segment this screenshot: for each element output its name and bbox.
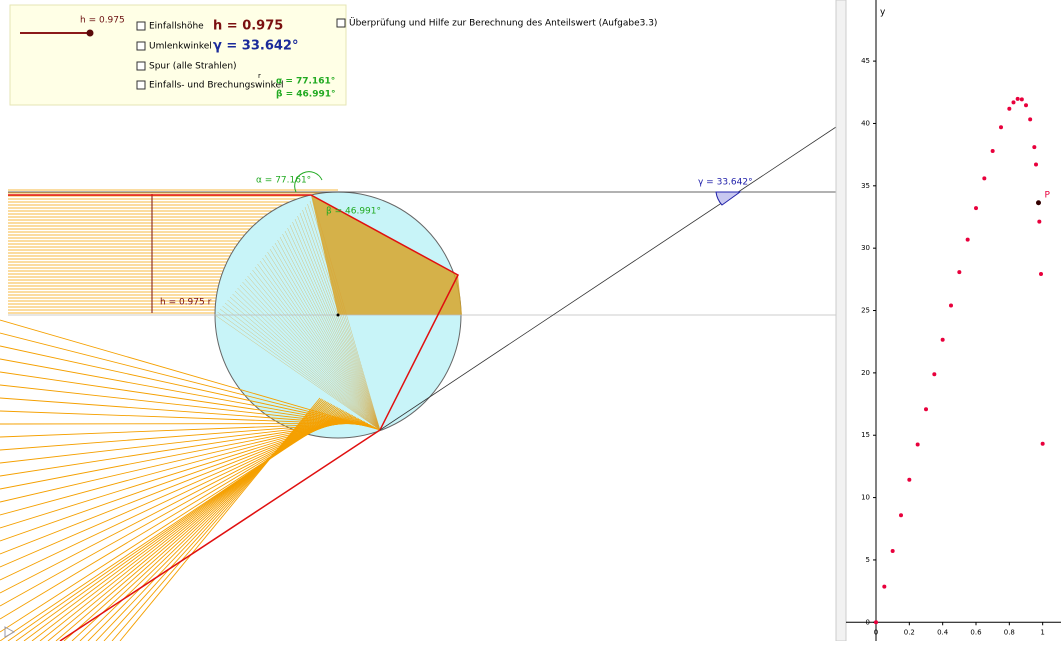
r-text: r: [258, 72, 261, 80]
exit-ray: [80, 402, 328, 641]
y-tick-label: 25: [861, 307, 870, 315]
point: [932, 372, 936, 376]
x-tick-label: 0.8: [1004, 628, 1015, 636]
point: [1020, 97, 1024, 101]
checkbox-label[interactable]: Einfalls- und Brechungswinkel: [149, 81, 284, 91]
exit-ray: [120, 398, 320, 641]
beta-text: β = 46.991°: [276, 90, 335, 100]
beta-label: β = 46.991°: [326, 207, 381, 217]
point: [924, 407, 928, 411]
point: [1039, 272, 1043, 276]
exit-ray: [96, 400, 325, 641]
value-text: γ = 33.642°: [213, 39, 298, 54]
h-label: h = 0.975 r: [160, 298, 212, 308]
exit-ray: [72, 403, 329, 641]
point: [999, 125, 1003, 129]
point: [1037, 220, 1041, 224]
gamma-label: γ = 33.642°: [698, 178, 753, 188]
y-tick-label: 40: [861, 119, 870, 127]
point: [916, 442, 920, 446]
y-tick-label: 35: [861, 182, 870, 190]
checkbox[interactable]: [137, 62, 145, 70]
x-tick-label: 0: [874, 628, 878, 636]
y-tick-label: 10: [861, 494, 870, 502]
point: [891, 549, 895, 553]
checkbox[interactable]: [337, 19, 345, 27]
checkbox-label[interactable]: Spur (alle Strahlen): [149, 62, 237, 72]
slider-knob[interactable]: [87, 30, 94, 37]
point: [966, 238, 970, 242]
checkbox[interactable]: [137, 81, 145, 89]
checkbox[interactable]: [137, 22, 145, 30]
point-p: [1036, 200, 1041, 205]
point: [907, 478, 911, 482]
checkbox-label[interactable]: Umlenkwinkel: [149, 42, 212, 52]
exit-ray: [16, 408, 340, 641]
checkbox-label[interactable]: Überprüfung und Hilfe zur Berechnung des…: [349, 18, 657, 29]
gamma-arc: [716, 192, 740, 205]
y-axis-label: y: [880, 8, 886, 18]
checkbox[interactable]: [137, 42, 145, 50]
graphics-view: α = 77.161° β = 46.991° γ = 33.642° h = 0.9…: [0, 127, 836, 641]
point: [957, 270, 961, 274]
point: [974, 206, 978, 210]
point: [991, 149, 995, 153]
x-tick-label: 0.6: [970, 628, 982, 636]
point: [982, 176, 986, 180]
y-tick-label: 5: [866, 556, 870, 564]
x-tick-label: 1: [1040, 628, 1044, 636]
y-tick-label: 15: [861, 431, 870, 439]
checkbox-label[interactable]: Einfallshöhe: [149, 22, 204, 32]
point: [1007, 107, 1011, 111]
point: [1016, 97, 1020, 101]
divider[interactable]: [836, 0, 846, 641]
exit-ray: [112, 399, 322, 641]
alpha-label: α = 77.161°: [256, 176, 311, 186]
exit-ray: [8, 409, 341, 641]
value-text: h = 0.975: [213, 19, 283, 34]
point-label: P: [1045, 190, 1051, 200]
y-tick-label: 30: [861, 244, 870, 252]
point: [874, 620, 878, 624]
x-tick-label: 0.2: [904, 628, 915, 636]
point: [1024, 103, 1028, 107]
graphics-view-2: y 0 5 10 15 20 25 30 35 40 45 0 0.2 0.4 0.6 0.8 1 P: [846, 0, 1061, 641]
center-point: [337, 314, 340, 317]
point: [1012, 100, 1016, 104]
point: [941, 338, 945, 342]
point: [949, 304, 953, 308]
point: [1034, 162, 1038, 166]
x-tick-label: 0.4: [937, 628, 949, 636]
point: [1028, 117, 1032, 121]
exit-ray: [104, 400, 323, 641]
exit-ray: [0, 410, 343, 641]
y-tick-label: 20: [861, 369, 870, 377]
y-tick-label: 0: [866, 618, 870, 626]
point: [882, 585, 886, 589]
alpha-text: α = 77.161°: [276, 77, 335, 87]
exit-ray: [48, 405, 334, 641]
slider-label: h = 0.975: [80, 16, 125, 26]
point: [899, 513, 903, 517]
point: [1041, 442, 1045, 446]
y-tick-label: 45: [861, 57, 870, 65]
point: [1032, 145, 1036, 149]
exit-ray: [56, 404, 332, 641]
